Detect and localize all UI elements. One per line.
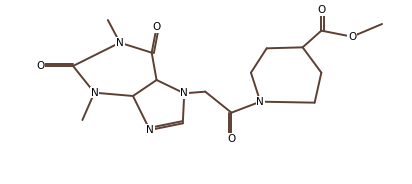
Text: N: N <box>180 88 188 98</box>
Text: O: O <box>36 61 44 71</box>
Text: O: O <box>152 22 161 32</box>
Text: N: N <box>91 88 98 98</box>
Text: O: O <box>348 32 356 42</box>
Text: N: N <box>256 97 264 107</box>
Text: N: N <box>116 38 124 48</box>
Text: N: N <box>146 125 154 135</box>
Text: O: O <box>317 5 325 15</box>
Text: O: O <box>227 134 236 144</box>
